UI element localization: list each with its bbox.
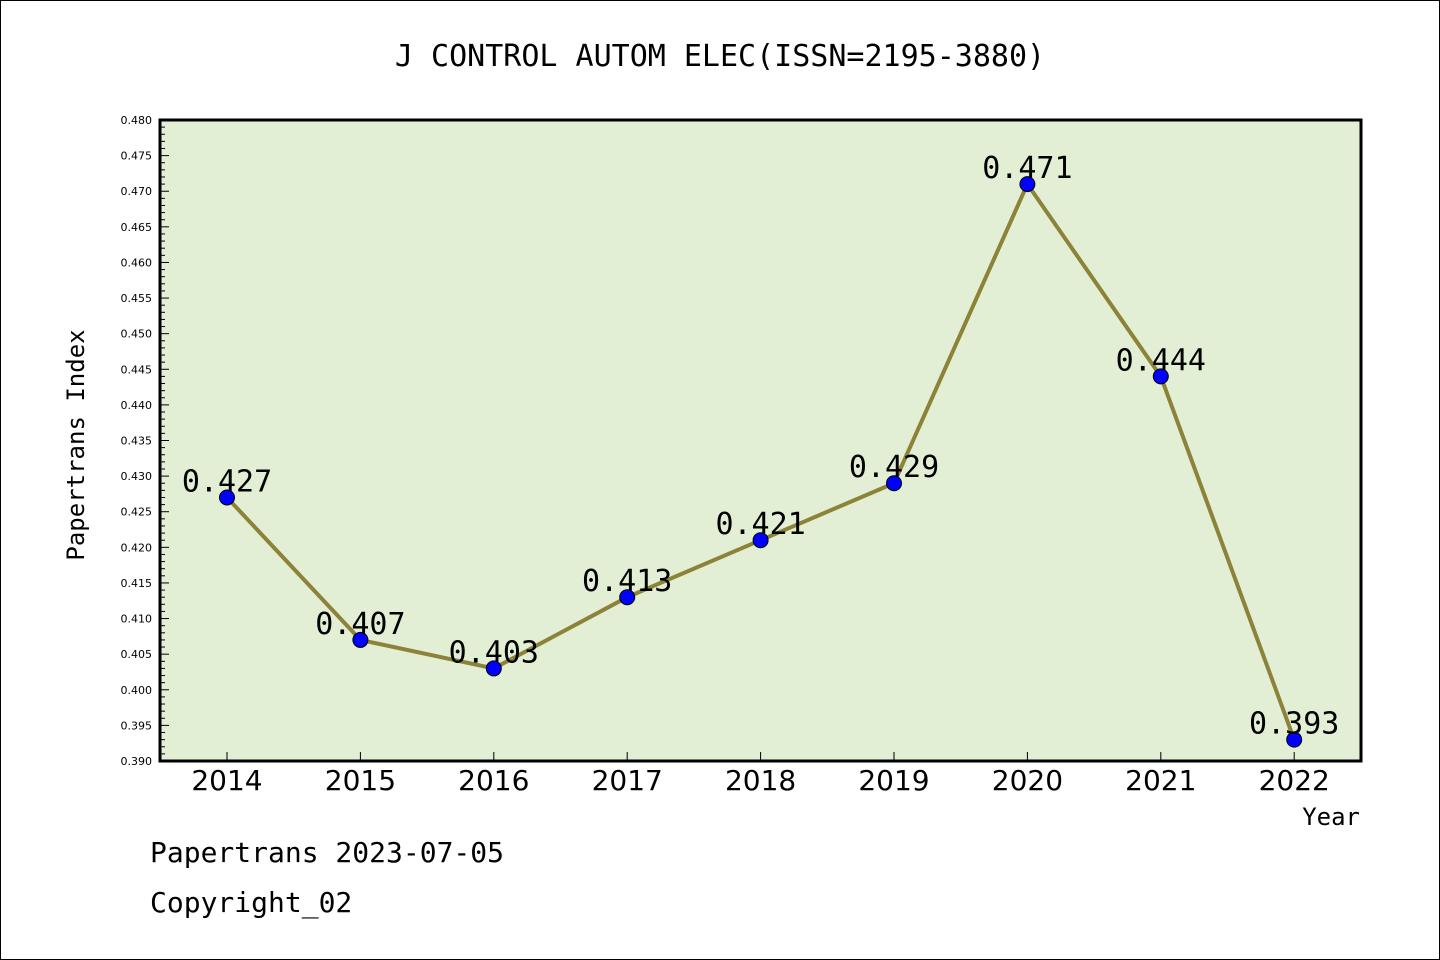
y-tick-label: 0.460 — [121, 256, 153, 269]
y-axis-ticks: 0.390 0.395 0.400 0.405 0.410 0.415 0.420 0.425… — [121, 114, 1330, 797]
y-tick-label: 0.425 — [121, 506, 153, 519]
footer-copyright: Copyright_02 — [150, 886, 353, 919]
y-tick-label: 0.405 — [121, 648, 153, 661]
y-tick-label: 0.410 — [121, 613, 153, 626]
data-point — [886, 475, 902, 492]
data-label: 0.429 — [849, 450, 939, 485]
y-tick-label: 0.450 — [121, 328, 153, 341]
data-point — [485, 660, 502, 677]
x-axis-label: Year — [1302, 803, 1360, 831]
data-label: 0.403 — [449, 635, 539, 670]
y-tick-label: 0.390 — [121, 755, 153, 768]
y-axis-label: Papertrans Index — [62, 329, 90, 560]
x-tick-label: 2014 — [191, 764, 262, 797]
data-label: 0.407 — [315, 607, 405, 642]
y-tick-label: 0.455 — [121, 292, 153, 305]
x-tick-label: 2015 — [325, 764, 396, 797]
data-label: 0.413 — [582, 564, 672, 599]
y-tick-label: 0.470 — [121, 185, 153, 198]
y-tick-label: 0.435 — [121, 435, 153, 448]
y-tick-label: 0.400 — [121, 684, 153, 697]
data-label: 0.421 — [715, 507, 805, 542]
plot-area — [160, 120, 1361, 761]
y-tick-label: 0.430 — [121, 470, 153, 483]
data-point — [1019, 176, 1036, 193]
x-tick-label: 2021 — [1125, 764, 1196, 797]
x-tick-label: 2022 — [1259, 764, 1330, 797]
data-point — [1286, 731, 1303, 748]
plot-border — [158, 118, 1363, 763]
series: 0.427 0.407 0.403 0.413 0.421 0.429 0.471 0.444… — [182, 151, 1339, 748]
y-tick-label: 0.420 — [121, 541, 153, 554]
footer-date: Papertrans 2023-07-05 — [150, 836, 505, 869]
data-point — [752, 532, 769, 549]
data-label: 0.471 — [982, 151, 1072, 186]
y-tick-label: 0.445 — [121, 363, 153, 376]
data-point — [352, 631, 369, 648]
y-tick-label: 0.440 — [121, 399, 153, 412]
data-point — [619, 589, 636, 606]
data-point — [1152, 368, 1169, 385]
data-label: 0.427 — [182, 464, 272, 499]
data-point — [219, 489, 235, 506]
y-tick-label: 0.465 — [121, 221, 153, 234]
x-tick-label: 2018 — [725, 764, 796, 797]
data-label: 0.444 — [1116, 343, 1206, 378]
x-tick-label: 2019 — [858, 764, 929, 797]
x-tick-label: 2020 — [992, 764, 1063, 797]
x-tick-label: 2016 — [458, 764, 529, 797]
data-label: 0.393 — [1249, 707, 1339, 742]
chart-title: J CONTROL AUTOM ELEC(ISSN=2195-3880) — [395, 39, 1045, 74]
x-tick-label: 2017 — [592, 764, 663, 797]
y-tick-label: 0.395 — [121, 719, 153, 732]
y-tick-label: 0.415 — [121, 577, 153, 590]
y-tick-label: 0.475 — [121, 150, 153, 163]
y-tick-label: 0.480 — [121, 114, 153, 127]
